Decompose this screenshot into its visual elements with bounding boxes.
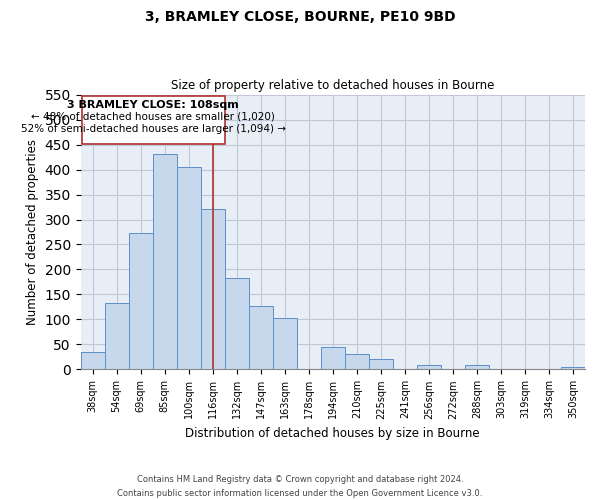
Bar	[248, 306, 273, 370]
Bar	[273, 318, 297, 370]
Bar	[417, 366, 441, 370]
Bar	[561, 367, 585, 370]
Bar	[82, 96, 224, 144]
Bar	[465, 366, 489, 370]
Bar	[345, 354, 369, 370]
Text: ← 48% of detached houses are smaller (1,020): ← 48% of detached houses are smaller (1,…	[31, 112, 275, 122]
Bar	[152, 154, 176, 370]
Bar	[200, 208, 224, 370]
Bar	[369, 360, 393, 370]
Bar	[224, 278, 248, 370]
Bar	[321, 347, 345, 370]
Text: 3 BRAMLEY CLOSE: 108sqm: 3 BRAMLEY CLOSE: 108sqm	[67, 100, 239, 110]
Y-axis label: Number of detached properties: Number of detached properties	[26, 139, 39, 325]
Bar	[104, 303, 128, 370]
Text: 3, BRAMLEY CLOSE, BOURNE, PE10 9BD: 3, BRAMLEY CLOSE, BOURNE, PE10 9BD	[145, 10, 455, 24]
Bar	[176, 166, 200, 370]
X-axis label: Distribution of detached houses by size in Bourne: Distribution of detached houses by size …	[185, 427, 480, 440]
Bar	[128, 234, 152, 370]
Text: 52% of semi-detached houses are larger (1,094) →: 52% of semi-detached houses are larger (…	[20, 124, 286, 134]
Text: Contains HM Land Registry data © Crown copyright and database right 2024.
Contai: Contains HM Land Registry data © Crown c…	[118, 476, 482, 498]
Title: Size of property relative to detached houses in Bourne: Size of property relative to detached ho…	[171, 79, 494, 92]
Bar	[80, 352, 104, 370]
